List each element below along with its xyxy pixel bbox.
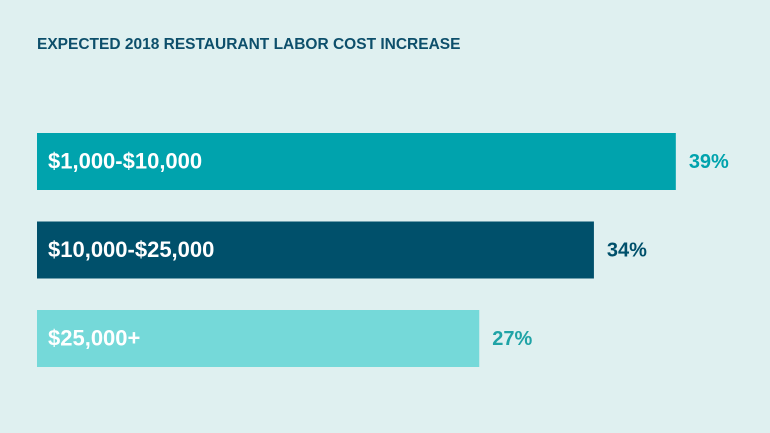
bar: [37, 133, 676, 190]
value-label: 27%: [492, 328, 532, 350]
category-label: $1,000-$10,000: [48, 148, 202, 173]
value-label: 34%: [607, 239, 647, 261]
value-label: 39%: [689, 151, 729, 173]
bar: [37, 221, 594, 279]
category-label: $25,000+: [48, 325, 140, 350]
chart-title: EXPECTED 2018 RESTAURANT LABOR COST INCR…: [37, 36, 460, 53]
bar: [37, 310, 480, 367]
category-label: $10,000-$25,000: [48, 237, 214, 262]
